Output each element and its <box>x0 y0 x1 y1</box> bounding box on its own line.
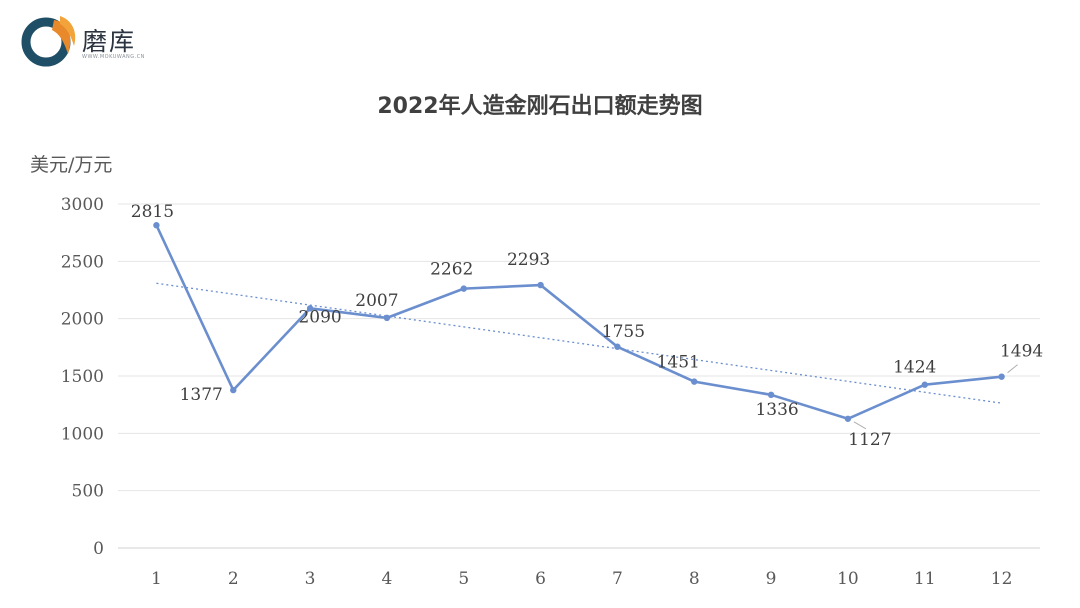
chart-title: 2022年人造金刚石出口额走势图 <box>377 94 703 119</box>
data-point <box>383 314 391 322</box>
y-tick-label: 500 <box>72 482 104 502</box>
data-label: 1451 <box>657 353 700 373</box>
y-axis-label: 美元/万元 <box>30 154 113 176</box>
data-point <box>306 305 314 312</box>
data-label: 2007 <box>355 291 398 311</box>
data-label: 1127 <box>848 430 891 450</box>
trendline-path <box>156 282 1002 404</box>
x-tick-label: 11 <box>914 569 936 589</box>
y-tick-label: 1500 <box>61 367 104 387</box>
x-tick-label: 5 <box>458 569 469 589</box>
y-tick-label: 2000 <box>61 310 104 330</box>
data-point <box>767 391 775 399</box>
y-tick-label: 2500 <box>61 252 104 272</box>
logo-text: 磨库 <box>82 27 137 56</box>
data-point <box>998 373 1005 380</box>
data-label: 1755 <box>602 322 645 342</box>
series-path <box>155 224 1002 421</box>
data-point <box>844 415 852 422</box>
x-axis-ticks: 1 2 3 4 5 6 7 8 9 10 11 12 <box>151 569 1012 589</box>
logo-subtext: WWW.MOKUWANG.CN <box>82 54 145 60</box>
data-label: 1336 <box>755 400 798 420</box>
label-leader <box>1007 364 1018 374</box>
x-tick-label: 1 <box>151 569 162 589</box>
data-label: 1494 <box>1000 342 1043 362</box>
y-axis-ticks: 0 500 1000 1500 2000 2500 3000 <box>61 195 104 559</box>
x-tick-label: 6 <box>535 569 546 589</box>
x-tick-label: 3 <box>305 569 316 589</box>
data-point <box>921 381 928 388</box>
data-label: 2090 <box>298 307 341 327</box>
data-point <box>460 285 467 292</box>
data-points <box>153 222 1005 422</box>
moku-logo-icon <box>21 16 76 67</box>
label-leader <box>853 421 867 430</box>
x-tick-label: 4 <box>382 569 393 589</box>
gridlines <box>118 203 1040 549</box>
data-label: 2262 <box>430 260 473 280</box>
x-tick-label: 9 <box>766 569 777 589</box>
series-line <box>155 224 1002 421</box>
data-label: 2293 <box>507 250 550 270</box>
y-tick-label: 3000 <box>61 195 104 215</box>
data-point <box>537 281 544 289</box>
data-point <box>614 343 621 350</box>
data-labels: 2815 1377 2090 2007 2262 2293 1755 1451 1336 1127… <box>131 202 1043 450</box>
x-tick-label: 2 <box>228 569 239 589</box>
data-point <box>153 222 160 229</box>
y-tick-label: 0 <box>93 539 104 559</box>
trendline <box>156 282 1002 404</box>
logo <box>16 12 166 68</box>
data-point <box>691 378 698 385</box>
x-tick-label: 8 <box>689 569 700 589</box>
x-tick-label: 10 <box>837 569 859 589</box>
data-label: 2815 <box>131 202 174 222</box>
y-tick-label: 1000 <box>61 424 104 444</box>
data-point <box>230 386 237 394</box>
data-label: 1377 <box>180 385 223 405</box>
x-tick-label: 12 <box>991 569 1013 589</box>
data-label: 1424 <box>893 358 936 378</box>
x-tick-label: 7 <box>612 569 623 589</box>
